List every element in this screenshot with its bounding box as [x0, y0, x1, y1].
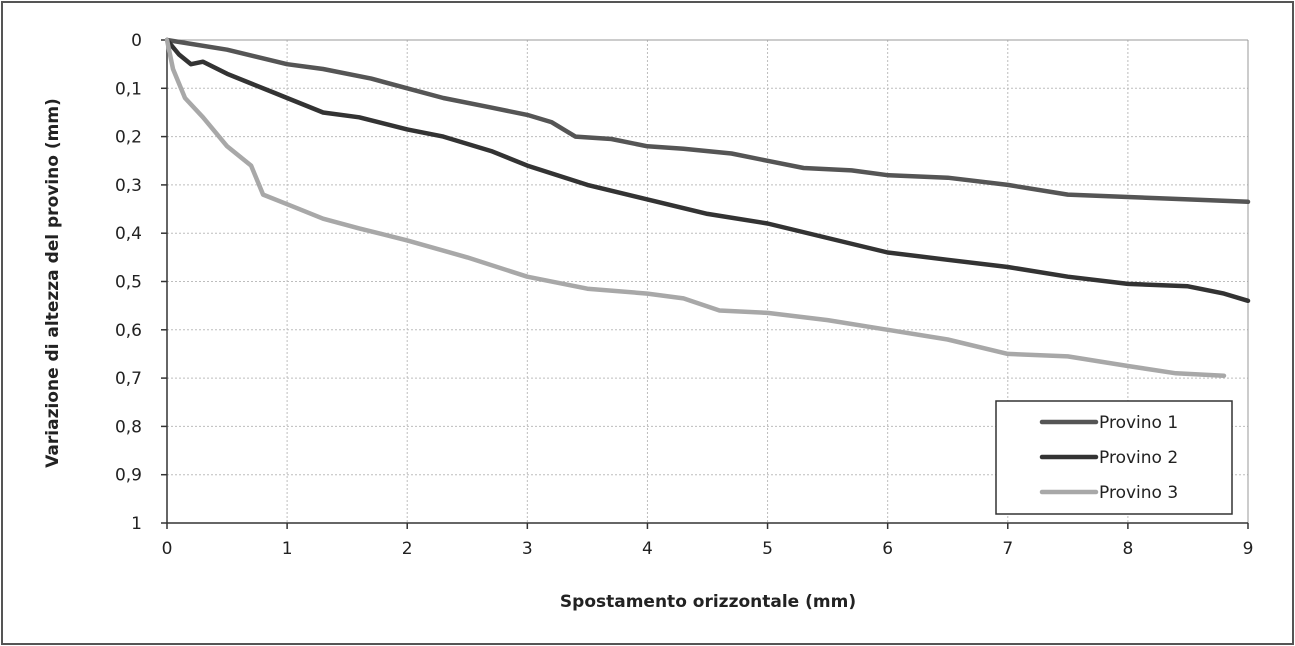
x-tick-label: 3 — [522, 539, 533, 559]
y-tick-label: 0,7 — [115, 369, 142, 389]
y-axis-title: Variazione di altezza del provino (mm) — [43, 98, 63, 468]
series-line-provino-1 — [164, 37, 1251, 205]
grid — [167, 40, 1249, 523]
x-axis-title: Spostamento orizzontale (mm) — [560, 592, 856, 612]
series-lines — [164, 37, 1251, 378]
y-tick-label: 1 — [131, 514, 142, 534]
legend-label-provino-1: Provino 1 — [1099, 413, 1178, 433]
series-line-provino-3 — [164, 37, 1227, 378]
x-tick-label: 4 — [642, 539, 653, 559]
y-tick-label: 0,3 — [115, 176, 142, 196]
x-tick-label: 9 — [1243, 539, 1254, 559]
x-tick-label: 6 — [882, 539, 893, 559]
x-tick-label: 7 — [1002, 539, 1013, 559]
legend-box — [995, 400, 1233, 515]
y-tick-label: 0,1 — [115, 79, 142, 99]
tick-labels: 0 1 2 3 4 5 6 7 8 900,10,20,30,40,50,60,70,80,91 — [115, 31, 1253, 559]
x-tick-label: 0 — [162, 539, 173, 559]
x-tick-label: 5 — [762, 539, 773, 559]
y-tick-label: 0,2 — [115, 128, 142, 148]
x-tick-label: 8 — [1122, 539, 1133, 559]
x-tick-label: 2 — [402, 539, 413, 559]
series-line-provino-2 — [164, 37, 1251, 304]
y-tick-label: 0,6 — [115, 321, 142, 341]
y-tick-label: 0,5 — [115, 273, 142, 293]
x-tick-label: 1 — [282, 539, 293, 559]
legend: Provino 1 Provino 2 Provino 3 — [995, 400, 1233, 515]
legend-label-provino-3: Provino 3 — [1099, 483, 1178, 503]
y-tick-label: 0,4 — [115, 224, 142, 244]
y-tick-label: 0,8 — [115, 417, 142, 437]
axes — [161, 39, 1249, 529]
y-tick-label: 0,9 — [115, 466, 142, 486]
legend-label-provino-2: Provino 2 — [1099, 448, 1178, 468]
y-tick-label: 0 — [131, 31, 142, 51]
